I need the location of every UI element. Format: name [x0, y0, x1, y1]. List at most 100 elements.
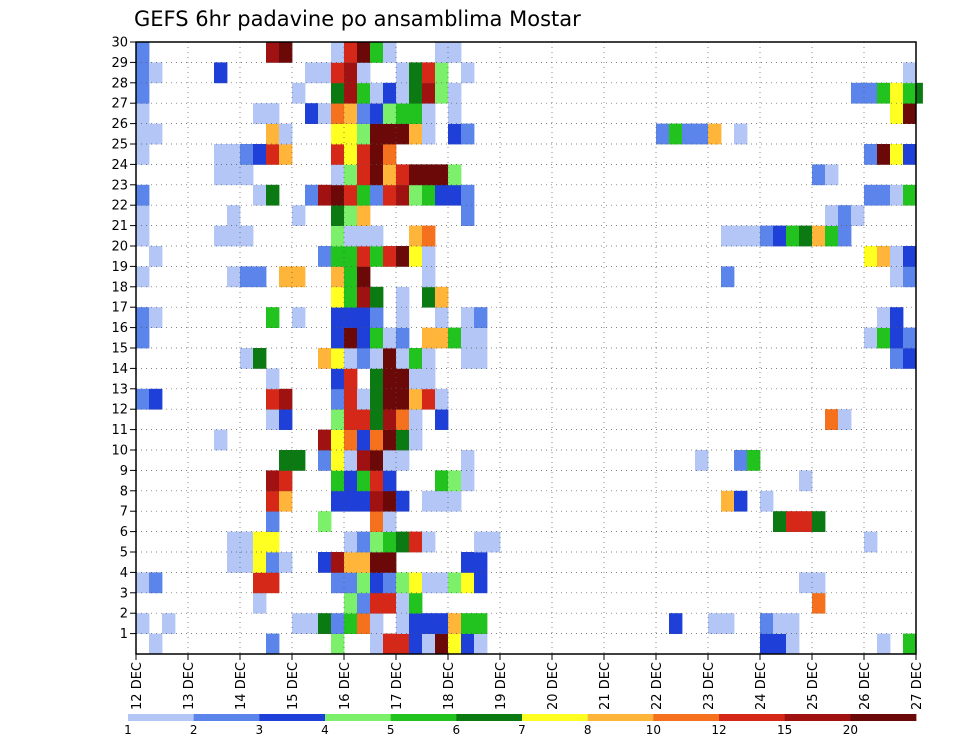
- heatmap-cell: [266, 144, 279, 165]
- heatmap-cell: [396, 103, 409, 124]
- y-tick-label: 15: [111, 342, 128, 357]
- heatmap-cell: [266, 42, 279, 63]
- heatmap-cell: [344, 328, 357, 349]
- heatmap-cell: [383, 83, 396, 104]
- heatmap-cell: [383, 348, 396, 369]
- heatmap-cell: [357, 62, 370, 83]
- heatmap-cell: [838, 409, 851, 430]
- y-tick-label: 20: [111, 240, 128, 255]
- heatmap-cell: [305, 103, 318, 124]
- heatmap-cell: [136, 185, 149, 206]
- heatmap-cell: [370, 613, 383, 634]
- heatmap-cell: [448, 42, 461, 63]
- heatmap-cell: [344, 42, 357, 63]
- heatmap-cell: [331, 389, 344, 410]
- heatmap-cell: [279, 124, 292, 145]
- heatmap-cell: [708, 613, 721, 634]
- heatmap-cell: [760, 226, 773, 247]
- colorbar-label: 6: [453, 723, 461, 737]
- heatmap-cell: [383, 164, 396, 185]
- heatmap-cell: [240, 226, 253, 247]
- heatmap-cell: [409, 185, 422, 206]
- heatmap-cell: [370, 491, 383, 512]
- heatmap-cell: [877, 185, 890, 206]
- heatmap-cell: [253, 532, 266, 553]
- x-tick-label: 13 DEC: [182, 662, 197, 710]
- heatmap-cell: [136, 266, 149, 287]
- heatmap-cell: [383, 634, 396, 655]
- heatmap-cell: [370, 103, 383, 124]
- heatmap-cell: [383, 552, 396, 573]
- heatmap-cell: [370, 124, 383, 145]
- y-tick-label: 24: [111, 158, 128, 173]
- y-tick-label: 30: [111, 36, 128, 51]
- heatmap-cell: [396, 572, 409, 593]
- heatmap-cell: [357, 389, 370, 410]
- heatmap-cell: [344, 348, 357, 369]
- heatmap-cell: [812, 593, 825, 614]
- heatmap-cell: [344, 144, 357, 165]
- heatmap-cell: [136, 328, 149, 349]
- heatmap-cell: [422, 287, 435, 308]
- colorbar-label: 2: [190, 723, 198, 737]
- heatmap-cell: [448, 164, 461, 185]
- heatmap-cell: [370, 368, 383, 389]
- heatmap-cell: [799, 572, 812, 593]
- heatmap-cell: [357, 246, 370, 267]
- heatmap-cell: [422, 389, 435, 410]
- heatmap-cell: [877, 328, 890, 349]
- heatmap-cell: [357, 552, 370, 573]
- heatmap-cell: [266, 572, 279, 593]
- heatmap-cell: [708, 124, 721, 145]
- heatmap-cell: [318, 511, 331, 532]
- heatmap-cell: [409, 246, 422, 267]
- heatmap-cell: [396, 307, 409, 328]
- heatmap-cell: [474, 307, 487, 328]
- x-tick-label: 27 DEC: [910, 662, 925, 710]
- heatmap-cell: [461, 348, 474, 369]
- heatmap-cell: [448, 83, 461, 104]
- heatmap-cell: [435, 389, 448, 410]
- heatmap-cell: [422, 348, 435, 369]
- heatmap-cell: [357, 226, 370, 247]
- heatmap-cell: [422, 62, 435, 83]
- heatmap-cell: [357, 572, 370, 593]
- heatmap-cell: [890, 328, 903, 349]
- colorbar-swatch: [588, 714, 654, 721]
- heatmap-cell: [227, 552, 240, 573]
- y-tick-label: 4: [120, 566, 128, 581]
- heatmap-cell: [448, 470, 461, 491]
- colorbar-swatch: [719, 714, 785, 721]
- heatmap-cell: [383, 409, 396, 430]
- heatmap-cell: [318, 430, 331, 451]
- heatmap-cell: [357, 491, 370, 512]
- x-tick-label: 14 DEC: [234, 662, 249, 710]
- heatmap-cell: [422, 368, 435, 389]
- colorbar-swatch: [259, 714, 325, 721]
- x-tick-label: 17 DEC: [390, 662, 405, 710]
- y-tick-label: 3: [120, 586, 128, 601]
- heatmap-cell: [422, 634, 435, 655]
- heatmap-cell: [383, 185, 396, 206]
- heatmap-cell: [344, 389, 357, 410]
- y-tick-label: 5: [120, 546, 128, 561]
- heatmap-cell: [890, 144, 903, 165]
- heatmap-cell: [344, 450, 357, 471]
- heatmap-cell: [331, 613, 344, 634]
- heatmap-cell: [149, 307, 162, 328]
- heatmap-cell: [227, 226, 240, 247]
- heatmap-cell: [279, 266, 292, 287]
- colorbar-swatch: [785, 714, 851, 721]
- heatmap-cell: [331, 103, 344, 124]
- heatmap-cell: [877, 246, 890, 267]
- heatmap-cell: [331, 83, 344, 104]
- heatmap-cell: [253, 552, 266, 573]
- heatmap-cell: [695, 124, 708, 145]
- heatmap-cell: [331, 185, 344, 206]
- heatmap-cell: [799, 470, 812, 491]
- heatmap-cell: [331, 572, 344, 593]
- heatmap-cell: [240, 144, 253, 165]
- heatmap-cell: [773, 613, 786, 634]
- heatmap-cell: [890, 185, 903, 206]
- heatmap-cell: [331, 450, 344, 471]
